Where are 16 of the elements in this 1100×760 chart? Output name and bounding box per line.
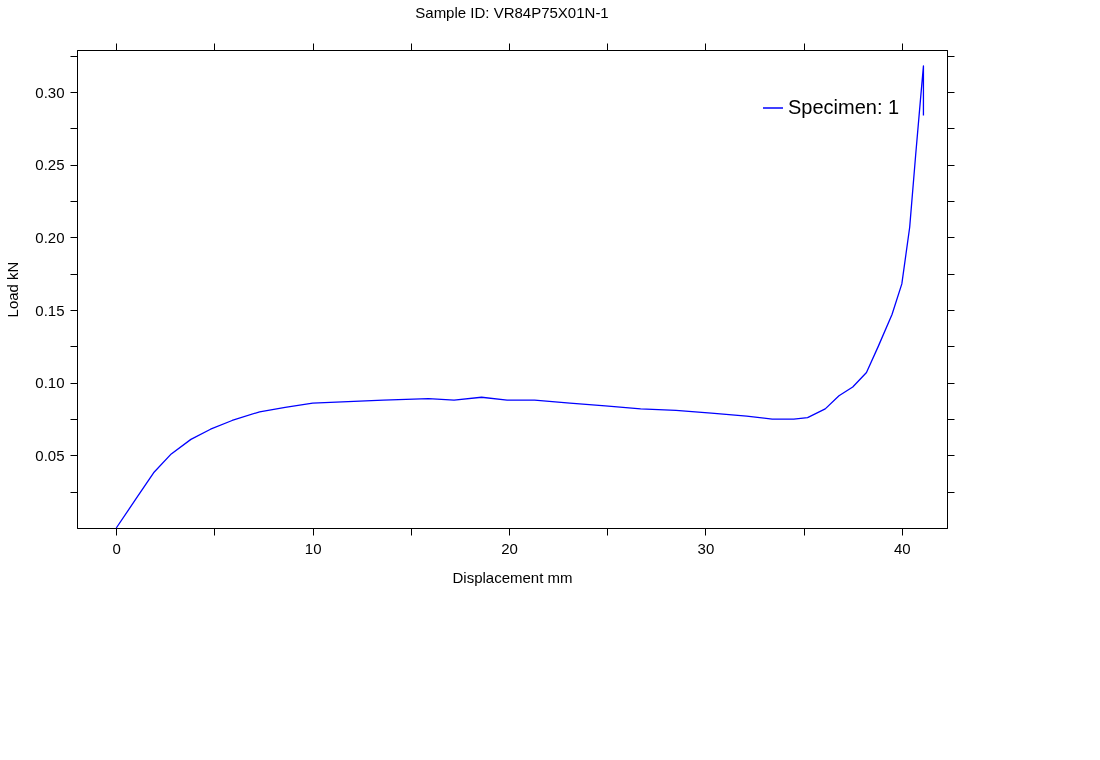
x-tick-label: 0 <box>112 539 121 557</box>
line-series <box>115 65 925 529</box>
y-tick-label: 0.30 <box>35 83 65 101</box>
x-tick-label: 30 <box>697 539 715 557</box>
x-axis-title: Displacement mm <box>452 568 573 586</box>
y-tick-label: 0.15 <box>35 301 65 319</box>
chart-title: Sample ID: VR84P75X01N-1 <box>415 3 609 21</box>
x-tick-label: 40 <box>893 539 911 557</box>
y-tick-label: 0.25 <box>35 156 65 174</box>
y-axis-title: Load kN <box>4 261 22 318</box>
y-tick-label: 0.10 <box>35 374 65 392</box>
y-tick-label: 0.20 <box>35 228 65 246</box>
legend-label: Specimen: 1 <box>788 96 900 118</box>
x-tick-label: 10 <box>304 539 322 557</box>
y-tick-label: 0.05 <box>35 446 65 464</box>
x-tick-label: 20 <box>501 539 518 557</box>
